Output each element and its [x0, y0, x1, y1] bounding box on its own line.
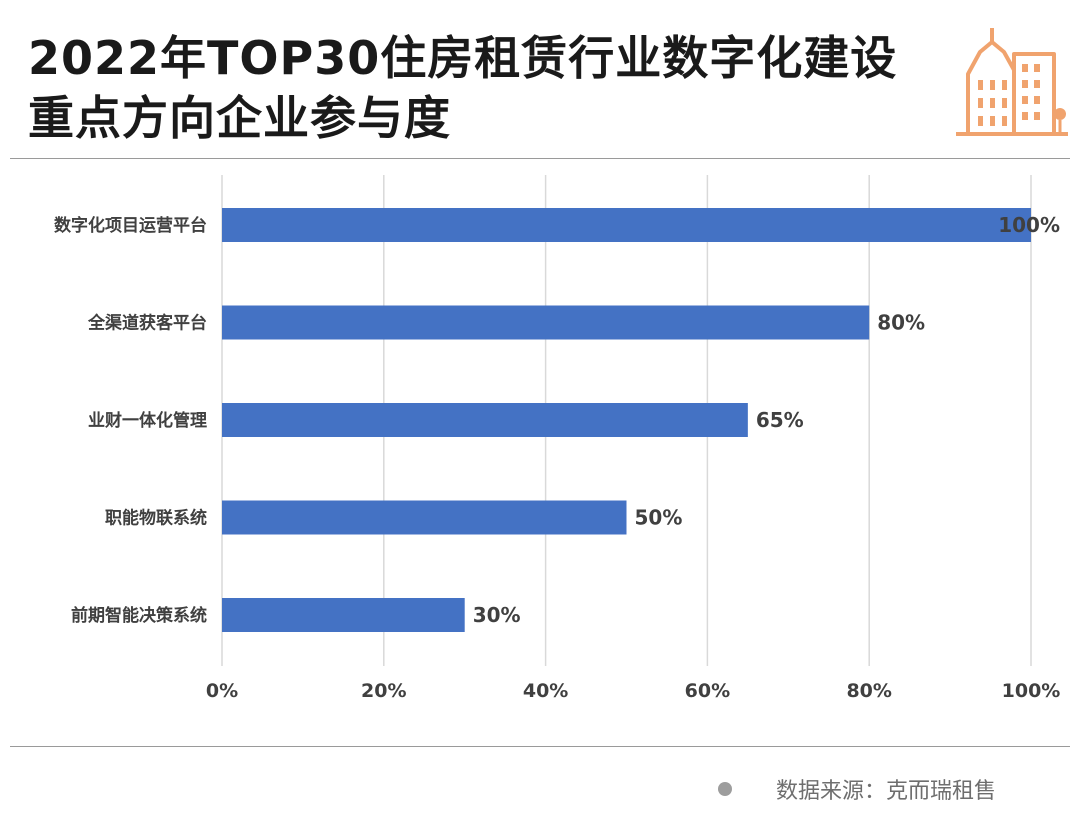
building-icon: [956, 28, 1068, 136]
value-label: 80%: [877, 311, 925, 335]
x-tick-label: 80%: [846, 680, 891, 702]
category-label: 全渠道获客平台: [87, 313, 207, 334]
bar: [222, 500, 627, 535]
value-label: 30%: [473, 603, 521, 627]
source-text: 数据来源：克而瑞租售: [776, 779, 997, 804]
bar: [222, 403, 748, 437]
bar: [222, 598, 465, 632]
source-note: 数据来源：克而瑞租售: [718, 771, 996, 807]
category-label: 前期智能决策系统: [71, 605, 207, 626]
title-divider: [10, 158, 1070, 159]
bullet-dot: [718, 782, 732, 796]
x-tick-label: 20%: [361, 680, 406, 702]
chart-title: 2022年TOP30住房租赁行业数字化建设重点方向企业参与度: [28, 31, 898, 145]
footer-divider: [10, 746, 1070, 747]
x-tick-label: 100%: [1002, 680, 1061, 702]
bar-chart: 0% 20% 40% 60% 80% 100% 数字化项目运营平台 100% 全渠道获客平台 80…: [54, 175, 1061, 702]
x-tick-label: 40%: [523, 680, 568, 702]
value-label: 65%: [756, 408, 804, 432]
category-label: 业财一体化管理: [88, 410, 207, 431]
bar: [222, 305, 870, 340]
x-tick-label: 0%: [206, 680, 238, 702]
category-label: 数字化项目运营平台: [54, 215, 207, 236]
value-label: 50%: [635, 506, 683, 530]
x-tick-label: 60%: [685, 680, 730, 702]
value-label: 100%: [998, 213, 1060, 237]
category-label: 职能物联系统: [105, 508, 207, 529]
bar: [222, 208, 1031, 242]
